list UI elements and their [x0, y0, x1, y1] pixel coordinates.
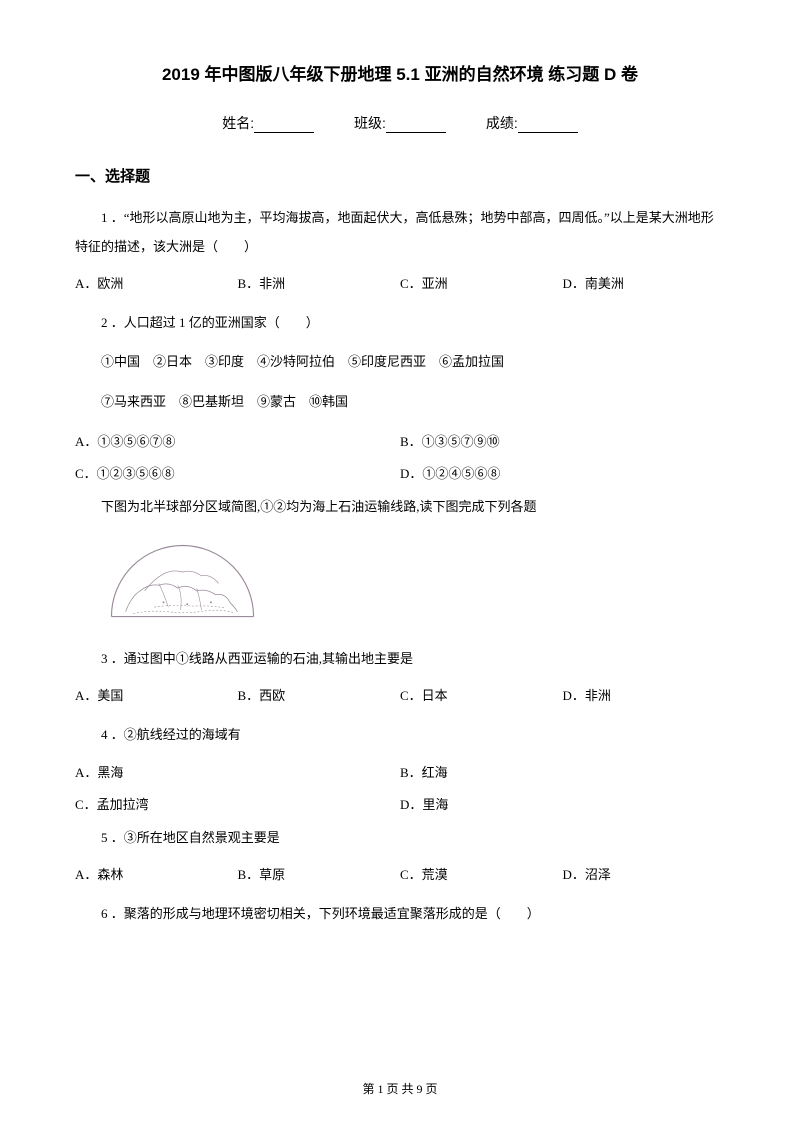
question-3-options: A．美国 B．西欧 C．日本 D．非洲	[75, 683, 725, 709]
question-1-options: A．欧洲 B．非洲 C．亚洲 D．南美洲	[75, 271, 725, 297]
q1-option-d: D．南美洲	[563, 271, 726, 297]
question-5-options: A．森林 B．草原 C．荒漠 D．沼泽	[75, 862, 725, 888]
question-5-text: 5 ．③所在地区自然景观主要是	[75, 824, 725, 853]
hemisphere-map-icon	[105, 536, 260, 626]
section-1-title: 一、选择题	[75, 165, 725, 186]
q4-option-c: C．孟加拉湾	[75, 792, 400, 818]
class-underline	[386, 119, 446, 133]
q2-option-d: D．①②④⑤⑥⑧	[400, 461, 725, 487]
question-2-options-row2: C．①②③⑤⑥⑧ D．①②④⑤⑥⑧	[75, 461, 725, 487]
question-2-options-row1: A．①③⑤⑥⑦⑧ B．①③⑤⑦⑨⑩	[75, 429, 725, 455]
student-info-line: 姓名: 班级: 成绩:	[75, 113, 725, 133]
q2-option-b: B．①③⑤⑦⑨⑩	[400, 429, 725, 455]
q3-option-d: D．非洲	[563, 683, 726, 709]
question-1-text: 1 ．“地形以高原山地为主，平均海拔高，地面起伏大，高低悬殊；地势中部高，四周低…	[75, 204, 725, 261]
question-6-text: 6 ．聚落的形成与地理环境密切相关，下列环境最适宜聚落形成的是（ ）	[75, 900, 725, 929]
question-4-text: 4 ．②航线经过的海域有	[75, 721, 725, 750]
class-label: 班级:	[354, 115, 386, 131]
question-3-text: 3 ．通过图中①线路从西亚运输的石油,其输出地主要是	[75, 645, 725, 674]
q4-option-d: D．里海	[400, 792, 725, 818]
score-field: 成绩:	[486, 113, 578, 133]
q3-option-a: A．美国	[75, 683, 238, 709]
q4-option-a: A．黑海	[75, 760, 400, 786]
question-2-items-1: ①中国 ②日本 ③印度 ④沙特阿拉伯 ⑤印度尼西亚 ⑥孟加拉国	[75, 348, 725, 377]
map-image-container	[105, 536, 725, 631]
q1-option-c: C．亚洲	[400, 271, 563, 297]
name-field: 姓名:	[222, 113, 314, 133]
q2-option-a: A．①③⑤⑥⑦⑧	[75, 429, 400, 455]
question-2-items-2: ⑦马来西亚 ⑧巴基斯坦 ⑨蒙古 ⑩韩国	[75, 388, 725, 417]
question-4-options-row1: A．黑海 B．红海	[75, 760, 725, 786]
q2-option-c: C．①②③⑤⑥⑧	[75, 461, 400, 487]
q1-option-a: A．欧洲	[75, 271, 238, 297]
q3-option-b: B．西欧	[238, 683, 401, 709]
page-title: 2019 年中图版八年级下册地理 5.1 亚洲的自然环境 练习题 D 卷	[75, 60, 725, 85]
q5-option-a: A．森林	[75, 862, 238, 888]
question-4-options-row2: C．孟加拉湾 D．里海	[75, 792, 725, 818]
class-field: 班级:	[354, 113, 446, 133]
q4-option-b: B．红海	[400, 760, 725, 786]
q5-option-d: D．沼泽	[563, 862, 726, 888]
context-text: 下图为北半球部分区域简图,①②均为海上石油运输线路,读下图完成下列各题	[75, 493, 725, 522]
q5-option-c: C．荒漠	[400, 862, 563, 888]
q1-option-b: B．非洲	[238, 271, 401, 297]
q5-option-b: B．草原	[238, 862, 401, 888]
score-label: 成绩:	[486, 115, 518, 131]
name-underline	[254, 119, 314, 133]
score-underline	[518, 119, 578, 133]
name-label: 姓名:	[222, 115, 254, 131]
q3-option-c: C．日本	[400, 683, 563, 709]
question-2-text: 2 ．人口超过 1 亿的亚洲国家（ ）	[75, 309, 725, 338]
page-footer: 第 1 页 共 9 页	[0, 1080, 800, 1097]
